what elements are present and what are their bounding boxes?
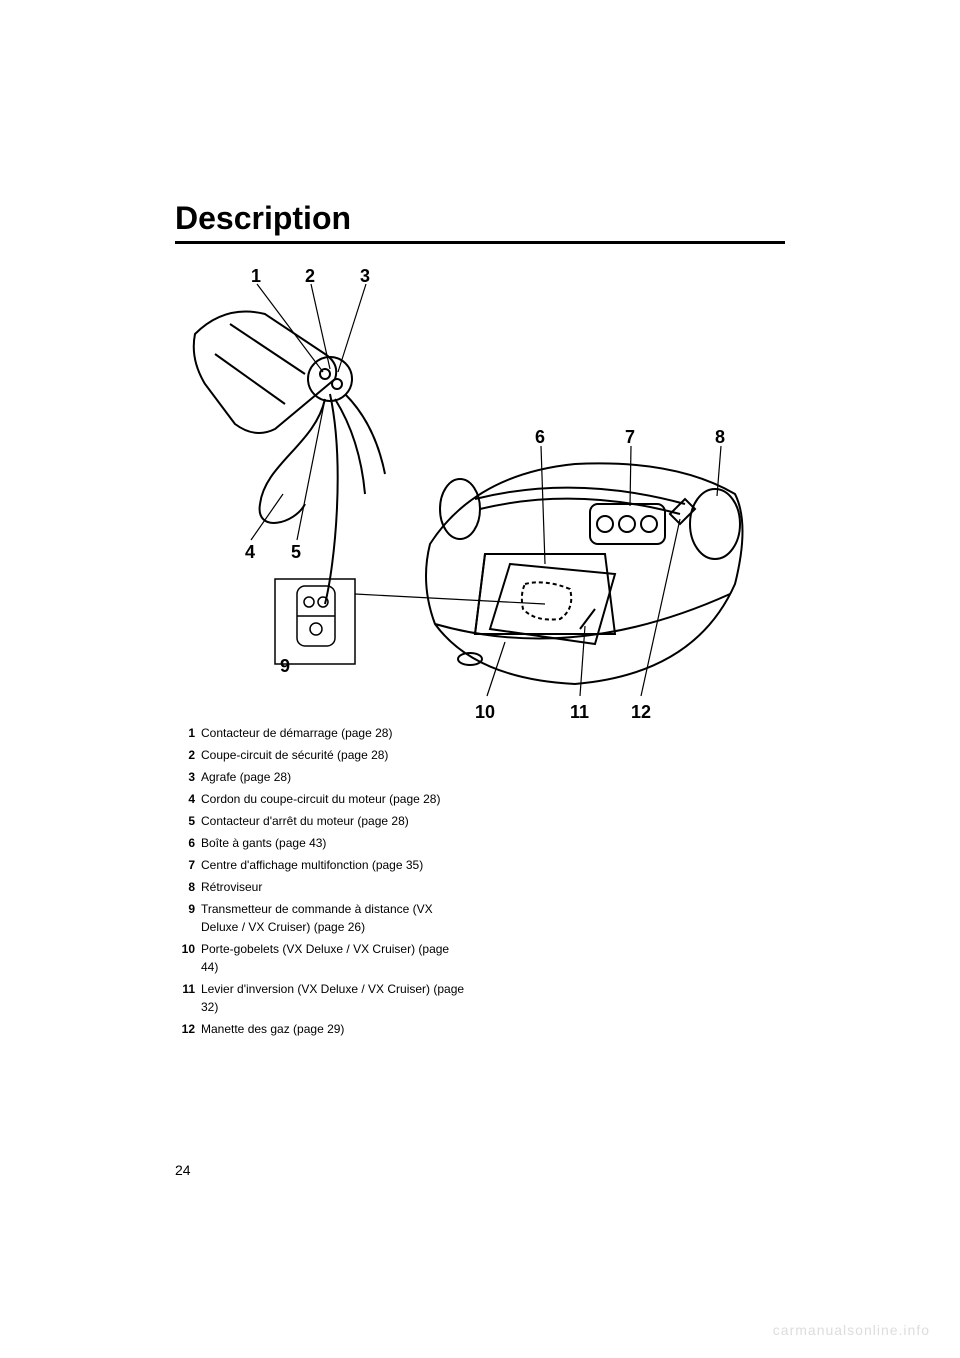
legend-item: 2 Coupe-circuit de sécurité (page 28) [175,746,465,764]
callout-8: 8 [715,427,725,448]
legend-list: 1 Contacteur de démarrage (page 28) 2 Co… [175,724,465,1038]
legend-item: 5 Contacteur d'arrêt du moteur (page 28) [175,812,465,830]
legend-num: 1 [175,724,195,742]
legend-num: 7 [175,856,195,874]
callout-10: 10 [475,702,495,723]
page-number: 24 [175,1162,191,1178]
legend-item: 11 Levier d'inversion (VX Deluxe / VX Cr… [175,980,465,1016]
legend-num: 5 [175,812,195,830]
legend-text: Manette des gaz (page 29) [201,1020,465,1038]
callout-9: 9 [280,656,290,677]
callout-12: 12 [631,702,651,723]
legend-item: 3 Agrafe (page 28) [175,768,465,786]
legend-text: Levier d'inversion (VX Deluxe / VX Cruis… [201,980,465,1016]
callout-2: 2 [305,266,315,287]
legend-text: Contacteur de démarrage (page 28) [201,724,465,742]
legend-text: Transmetteur de commande à distance (VX … [201,900,465,936]
legend-num: 2 [175,746,195,764]
callout-6: 6 [535,427,545,448]
legend-num: 4 [175,790,195,808]
legend-num: 11 [175,980,195,1016]
legend-text: Rétroviseur [201,878,465,896]
page-title: Description [175,200,785,244]
technical-diagram: 1 2 3 4 5 6 7 8 9 10 11 12 [175,264,785,714]
legend-text: Cordon du coupe-circuit du moteur (page … [201,790,465,808]
callout-3: 3 [360,266,370,287]
callout-5: 5 [291,542,301,563]
legend-num: 9 [175,900,195,936]
callout-7: 7 [625,427,635,448]
legend-item: 12 Manette des gaz (page 29) [175,1020,465,1038]
legend-item: 7 Centre d'affichage multifonction (page… [175,856,465,874]
legend-text: Coupe-circuit de sécurité (page 28) [201,746,465,764]
legend-text: Porte-gobelets (VX Deluxe / VX Cruiser) … [201,940,465,976]
callout-4: 4 [245,542,255,563]
legend-num: 6 [175,834,195,852]
legend-text: Centre d'affichage multifonction (page 3… [201,856,465,874]
legend-num: 8 [175,878,195,896]
legend-text: Contacteur d'arrêt du moteur (page 28) [201,812,465,830]
legend-text: Boîte à gants (page 43) [201,834,465,852]
legend-num: 3 [175,768,195,786]
legend-num: 12 [175,1020,195,1038]
callout-1: 1 [251,266,261,287]
legend-item: 8 Rétroviseur [175,878,465,896]
watermark: carmanualsonline.info [773,1322,930,1338]
legend-text: Agrafe (page 28) [201,768,465,786]
legend-item: 10 Porte-gobelets (VX Deluxe / VX Cruise… [175,940,465,976]
legend-item: 4 Cordon du coupe-circuit du moteur (pag… [175,790,465,808]
legend-item: 6 Boîte à gants (page 43) [175,834,465,852]
callout-11: 11 [570,702,589,723]
legend-item: 1 Contacteur de démarrage (page 28) [175,724,465,742]
legend-item: 9 Transmetteur de commande à distance (V… [175,900,465,936]
diagram-svg [175,264,755,714]
legend-num: 10 [175,940,195,976]
